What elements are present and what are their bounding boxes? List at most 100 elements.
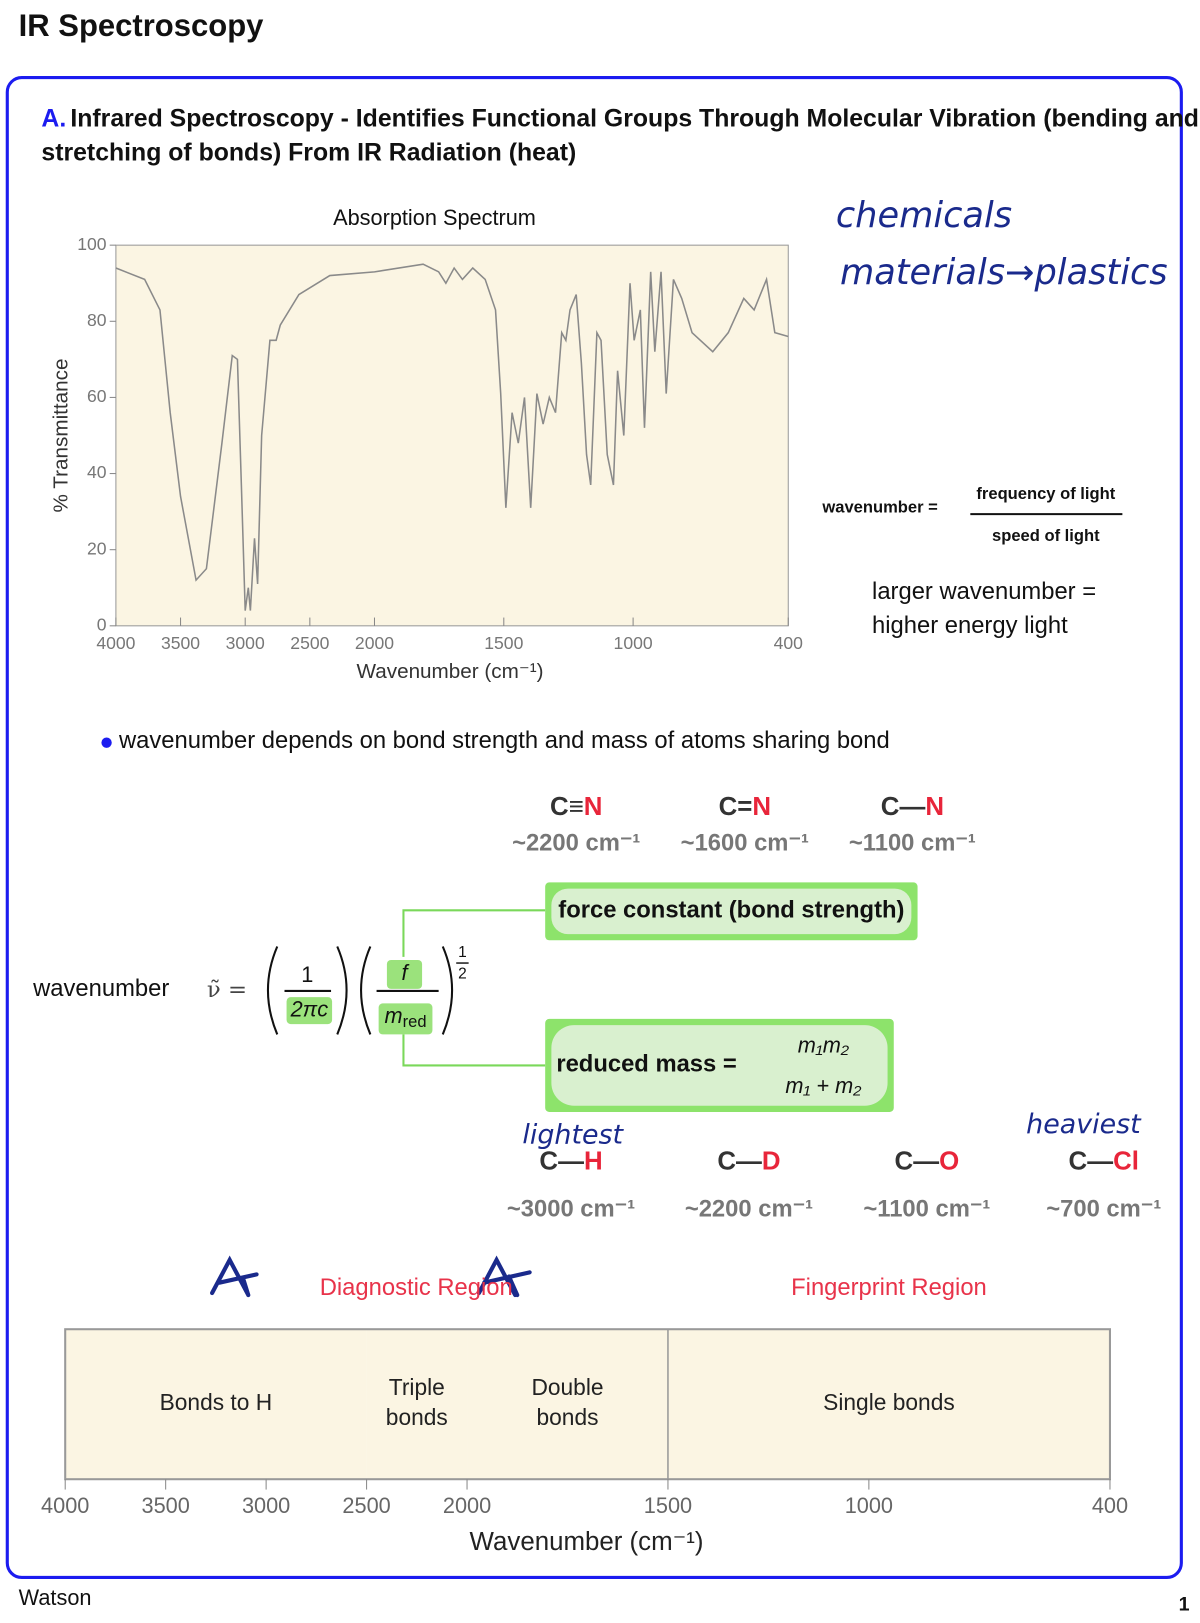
bond: C—O [895, 1148, 960, 1176]
bond-wavenumber: ~700 cm⁻¹ [1046, 1196, 1161, 1223]
bond: C—Cl [1069, 1148, 1139, 1176]
x-tick-label: 3000 [226, 633, 265, 653]
footer-author: Watson [19, 1585, 92, 1610]
connectors [402, 909, 546, 1067]
spectrum-line [115, 263, 789, 611]
bond-symbol: — [913, 1148, 939, 1176]
bond-right-atom: H [584, 1148, 603, 1176]
section-label: A. [41, 106, 66, 133]
callout-text: force constant (bond strength) [558, 897, 904, 924]
bond-right-atom: Cl [1113, 1148, 1139, 1176]
equation-subscript: red [403, 1012, 427, 1031]
callout-text: reduced mass = [556, 1051, 736, 1078]
note: larger wavenumber = [872, 578, 1096, 605]
bond-symbol: = [737, 793, 752, 821]
equation-exponent: 2 [458, 966, 467, 983]
bullet-dot [101, 737, 112, 748]
region-heading: Fingerprint Region [791, 1274, 987, 1301]
x-tick-label: 3500 [161, 633, 200, 653]
bond-symbol: — [899, 793, 925, 821]
bond-left-atom: C [895, 1148, 914, 1176]
stars [210, 1255, 532, 1298]
bond-symbol: — [1087, 1148, 1113, 1176]
bond: C≡N [550, 793, 602, 821]
bond-right-atom: O [939, 1148, 959, 1176]
bond-left-atom: C [881, 793, 900, 821]
callout-text: m₁ + m₂ [785, 1073, 862, 1098]
bond-wavenumber: ~1600 cm⁻¹ [681, 829, 809, 856]
region-frame [64, 1328, 1112, 1481]
bond-left-atom: C [539, 1148, 558, 1176]
page-number: 1 [1179, 1594, 1190, 1616]
x-axis-label: Wavenumber (cm⁻¹) [470, 1528, 704, 1556]
x-tick-label: 400 [1092, 1493, 1128, 1518]
equation-text: 1 [301, 962, 313, 987]
x-tick-label: 4000 [96, 633, 135, 653]
x-tick-label: 1000 [845, 1493, 893, 1518]
y-tick-label: 100 [77, 234, 107, 254]
x-tick-label: 2000 [443, 1493, 491, 1518]
definition-denominator: speed of light [992, 526, 1100, 545]
callout-text: m₁m₂ [798, 1033, 850, 1058]
bond-right-atom: N [584, 793, 603, 821]
y-tick-label: 0 [97, 614, 107, 634]
definition-lhs: wavenumber = [821, 497, 937, 516]
x-tick-label: 2500 [290, 633, 329, 653]
equation-label: wavenumber [32, 975, 169, 1002]
x-tick-label: 400 [774, 633, 804, 653]
bond-wavenumber: ~1100 cm⁻¹ [849, 829, 976, 856]
x-tick-label: 4000 [41, 1493, 89, 1518]
highlights [286, 882, 918, 1112]
region-label: Bonds to H [160, 1389, 273, 1415]
x-tick-label: 1500 [484, 633, 523, 653]
region-label: Triple [389, 1374, 445, 1400]
equation-text: f [401, 960, 409, 985]
region-heading: Diagnostic Region [320, 1274, 513, 1301]
equation-text: mred [385, 1003, 427, 1032]
bond-left-atom: C [719, 793, 738, 821]
bond: C—D [717, 1148, 780, 1176]
y-axis-label: % Transmittance [50, 359, 73, 513]
bond: C—N [881, 793, 944, 821]
x-tick-label: 2000 [355, 633, 394, 653]
bond-wavenumber: ~1100 cm⁻¹ [863, 1196, 990, 1223]
bond-wavenumber: ~3000 cm⁻¹ [507, 1196, 635, 1223]
region-label: Double [531, 1374, 603, 1400]
section-heading: stretching of bonds) From IR Radiation (… [41, 140, 576, 167]
bond-symbol: ≡ [569, 793, 584, 821]
bond-left-atom: C [1069, 1148, 1088, 1176]
region-band [667, 1329, 1110, 1480]
page-title: IR Spectroscopy [19, 8, 264, 43]
section-frame [5, 76, 1183, 1580]
y-tick-label: 60 [87, 386, 107, 406]
handwritten-note: chemicals [836, 195, 1012, 236]
region-label: Single bonds [823, 1389, 955, 1415]
bond-symbol: — [736, 1148, 762, 1176]
bond-left-atom: C [550, 793, 569, 821]
handwritten-note: materials→plastics [840, 252, 1168, 293]
equation-exponent: 1 [458, 944, 467, 961]
plot-area [115, 244, 789, 627]
region-label: bonds [386, 1404, 448, 1430]
section-heading: Infrared Spectroscopy - Identifies Funct… [70, 106, 1199, 133]
x-tick-label: 1000 [614, 633, 653, 653]
bond-right-atom: D [762, 1148, 781, 1176]
region-band [366, 1329, 468, 1480]
x-tick-label: 1500 [644, 1493, 692, 1518]
bond: C—H [539, 1148, 602, 1176]
bond-wavenumber: ~2200 cm⁻¹ [685, 1196, 813, 1223]
equation-lhs: ν̃ = [207, 977, 247, 1003]
bond-right-atom: N [925, 793, 944, 821]
y-tick-label: 80 [87, 310, 107, 330]
x-tick-label: 3500 [142, 1493, 190, 1518]
equation-text: 2πc [290, 996, 329, 1021]
y-tick-label: 40 [87, 462, 107, 482]
region-band [467, 1329, 668, 1480]
bond-symbol: — [558, 1148, 584, 1176]
equation-text: m [385, 1003, 403, 1028]
x-tick-label: 3000 [242, 1493, 290, 1518]
definition-numerator: frequency of light [976, 484, 1115, 503]
x-tick-label: 2500 [342, 1493, 390, 1518]
region-band [65, 1329, 367, 1480]
